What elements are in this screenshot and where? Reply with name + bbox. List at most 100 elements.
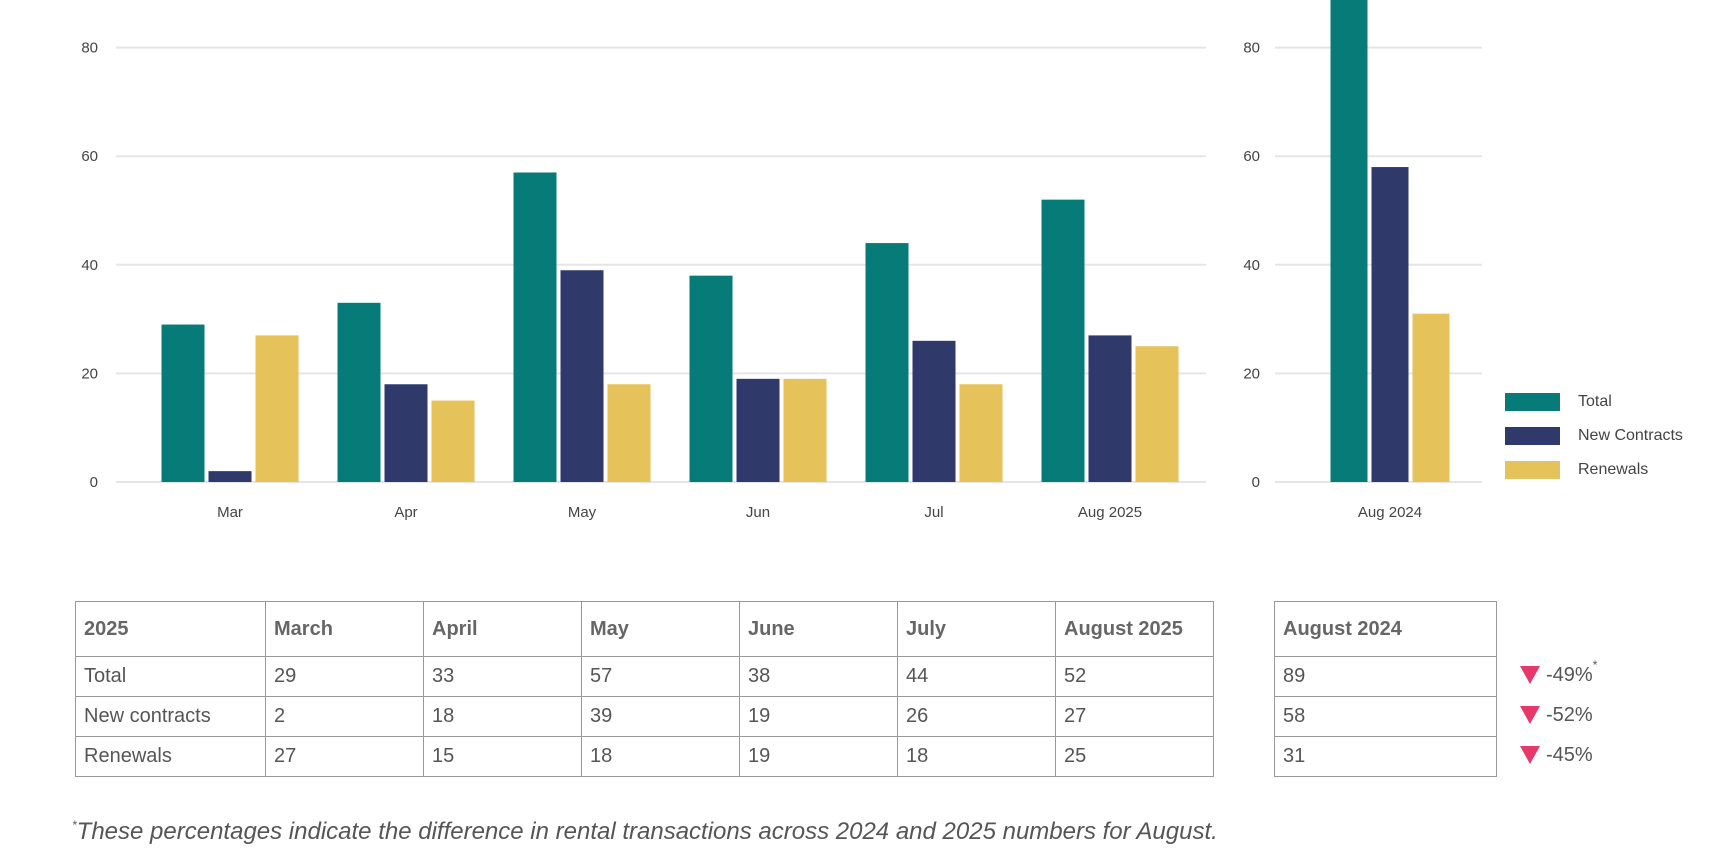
- bar-total: [1041, 199, 1085, 482]
- y-tick-label: 80: [1243, 40, 1260, 57]
- y-tick-label: 80: [81, 40, 98, 57]
- change-value: -49%: [1546, 663, 1593, 686]
- table-cell: 18: [897, 736, 1056, 777]
- legend-swatch-renewals: [1505, 461, 1560, 479]
- legend-item-new-contracts: New Contracts: [1505, 424, 1683, 448]
- bar-new-contracts: [1371, 167, 1409, 482]
- x-tick-label: Jun: [746, 504, 770, 521]
- data-table-aug-2024: August 2024 89 58 31: [1274, 601, 1497, 777]
- table-cell: 18: [581, 736, 740, 777]
- table-header-cell: April: [423, 601, 582, 657]
- footnote: *These percentages indicate the differen…: [72, 818, 1218, 846]
- bar-renewals: [1135, 346, 1179, 482]
- table-header-cell: August 2025: [1055, 601, 1214, 657]
- down-triangle-icon: [1520, 666, 1540, 684]
- table-cell: 39: [581, 696, 740, 737]
- table-cell: Total: [75, 656, 266, 697]
- change-value: -45%: [1546, 743, 1593, 766]
- bar-total: [513, 172, 557, 483]
- table-cell: 26: [897, 696, 1056, 737]
- legend-item-total: Total: [1505, 390, 1683, 414]
- bar-renewals: [607, 384, 651, 482]
- bar-total: [337, 302, 381, 482]
- bar-total: [865, 243, 909, 482]
- bar-total: [161, 324, 205, 482]
- table-cell: 19: [739, 696, 898, 737]
- legend-label-total: Total: [1578, 393, 1612, 410]
- table-cell: 29: [265, 656, 424, 697]
- table-header-cell: May: [581, 601, 740, 657]
- bar-new-contracts: [208, 471, 252, 482]
- table-cell: 18: [423, 696, 582, 737]
- table-cell: 15: [423, 736, 582, 777]
- table-row: Renewals 27 15 18 19 18 25: [75, 736, 1214, 777]
- y-tick-label: 60: [81, 148, 98, 165]
- table-cell: 31: [1274, 736, 1497, 777]
- change-item-new-contracts: -52%: [1520, 695, 1597, 735]
- y-tick-label: 20: [81, 365, 98, 382]
- down-triangle-icon: [1520, 746, 1540, 764]
- table-cell: 57: [581, 656, 740, 697]
- table-header-cell: July: [897, 601, 1056, 657]
- table-cell: 52: [1055, 656, 1214, 697]
- footnote-text: These percentages indicate the differenc…: [76, 818, 1218, 845]
- aug-2024-bar-chart: 0 20 40 60 80 Aug 2024: [1243, 0, 1482, 521]
- x-tick-label: Mar: [217, 504, 243, 521]
- legend-swatch-total: [1505, 393, 1560, 411]
- table-row: 89: [1274, 656, 1497, 697]
- bar-renewals: [783, 378, 827, 482]
- bar-new-contracts: [736, 378, 780, 482]
- bar-total: [689, 275, 733, 482]
- table-header-row: 2025 March April May June July August 20…: [75, 601, 1214, 657]
- change-item-total: -49% *: [1520, 655, 1597, 695]
- legend-label-new-contracts: New Contracts: [1578, 427, 1683, 444]
- bar-renewals: [959, 384, 1003, 482]
- x-tick-label: Aug 2024: [1358, 504, 1422, 521]
- table-cell: 27: [265, 736, 424, 777]
- table-cell: 58: [1274, 696, 1497, 737]
- y-tick-label: 40: [1243, 257, 1260, 274]
- monthly-bar-chart: 0 20 40 60 80 Mar Apr May Jun Jul Aug 2025: [81, 40, 1206, 521]
- y-tick-label: 0: [90, 474, 98, 491]
- y-tick-label: 0: [1252, 474, 1260, 491]
- table-cell: 38: [739, 656, 898, 697]
- bar-new-contracts: [384, 384, 428, 482]
- bar-new-contracts: [560, 270, 604, 482]
- bar-total: [1330, 0, 1368, 482]
- table-cell: 27: [1055, 696, 1214, 737]
- table-header-cell: August 2024: [1274, 601, 1497, 657]
- y-tick-label: 20: [1243, 365, 1260, 382]
- legend-item-renewals: Renewals: [1505, 458, 1683, 482]
- table-cell: 25: [1055, 736, 1214, 777]
- bar-renewals: [431, 400, 475, 482]
- data-table-2025: 2025 March April May June July August 20…: [75, 601, 1214, 777]
- y-tick-label: 60: [1243, 148, 1260, 165]
- x-tick-label: Aug 2025: [1078, 504, 1142, 521]
- x-tick-label: Apr: [394, 504, 417, 521]
- table-header-cell: 2025: [75, 601, 266, 657]
- bar-new-contracts: [1088, 335, 1132, 482]
- legend-swatch-new-contracts: [1505, 427, 1560, 445]
- legend-label-renewals: Renewals: [1578, 461, 1649, 478]
- change-item-renewals: -45%: [1520, 735, 1597, 775]
- x-tick-label: Jul: [924, 504, 943, 521]
- table-cell: 89: [1274, 656, 1497, 697]
- down-triangle-icon: [1520, 706, 1540, 724]
- table-cell: 44: [897, 656, 1056, 697]
- table-row: New contracts 2 18 39 19 26 27: [75, 696, 1214, 737]
- bar-new-contracts: [912, 340, 956, 482]
- table-header-cell: March: [265, 601, 424, 657]
- change-list: -49% * -52% -45%: [1520, 655, 1597, 775]
- table-cell: 19: [739, 736, 898, 777]
- table-cell: 33: [423, 656, 582, 697]
- table-row: Total 29 33 57 38 44 52: [75, 656, 1214, 697]
- chart-legend: Total New Contracts Renewals: [1505, 390, 1683, 492]
- table-header-cell: June: [739, 601, 898, 657]
- x-tick-label: May: [568, 504, 597, 521]
- footnote-marker: *: [72, 818, 77, 832]
- bar-renewals: [1412, 313, 1450, 482]
- table-cell: Renewals: [75, 736, 266, 777]
- change-value: -52%: [1546, 703, 1593, 726]
- y-tick-label: 40: [81, 257, 98, 274]
- table-row: 31: [1274, 736, 1497, 777]
